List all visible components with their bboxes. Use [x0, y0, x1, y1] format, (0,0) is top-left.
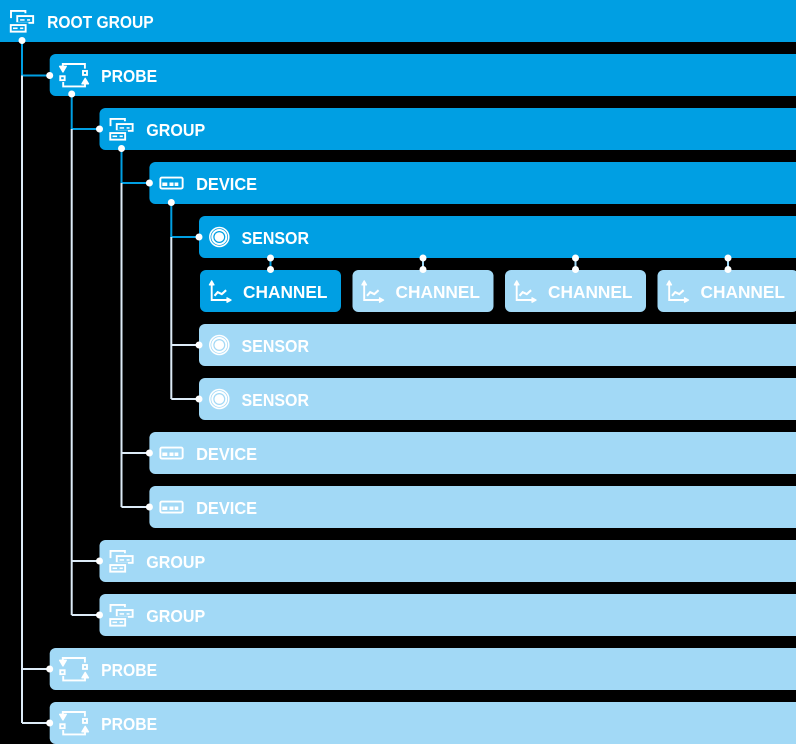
svg-text:ROOT GROUP: ROOT GROUP	[47, 12, 154, 32]
svg-text:SENSOR: SENSOR	[242, 390, 310, 410]
svg-text:DEVICE: DEVICE	[196, 498, 257, 518]
svg-text:DEVICE: DEVICE	[196, 444, 257, 464]
svg-text:PROBE: PROBE	[101, 66, 157, 86]
svg-text:DEVICE: DEVICE	[196, 174, 257, 194]
svg-text:CHANNEL: CHANNEL	[243, 282, 328, 302]
svg-text:SENSOR: SENSOR	[242, 228, 310, 248]
svg-text:GROUP: GROUP	[146, 552, 205, 572]
svg-text:GROUP: GROUP	[146, 120, 205, 140]
svg-text:CHANNEL: CHANNEL	[396, 282, 481, 302]
svg-text:CHANNEL: CHANNEL	[548, 282, 633, 302]
svg-text:PROBE: PROBE	[101, 660, 157, 680]
svg-text:CHANNEL: CHANNEL	[701, 282, 786, 302]
svg-text:PROBE: PROBE	[101, 714, 157, 734]
svg-text:SENSOR: SENSOR	[242, 336, 310, 356]
svg-text:GROUP: GROUP	[146, 606, 205, 626]
